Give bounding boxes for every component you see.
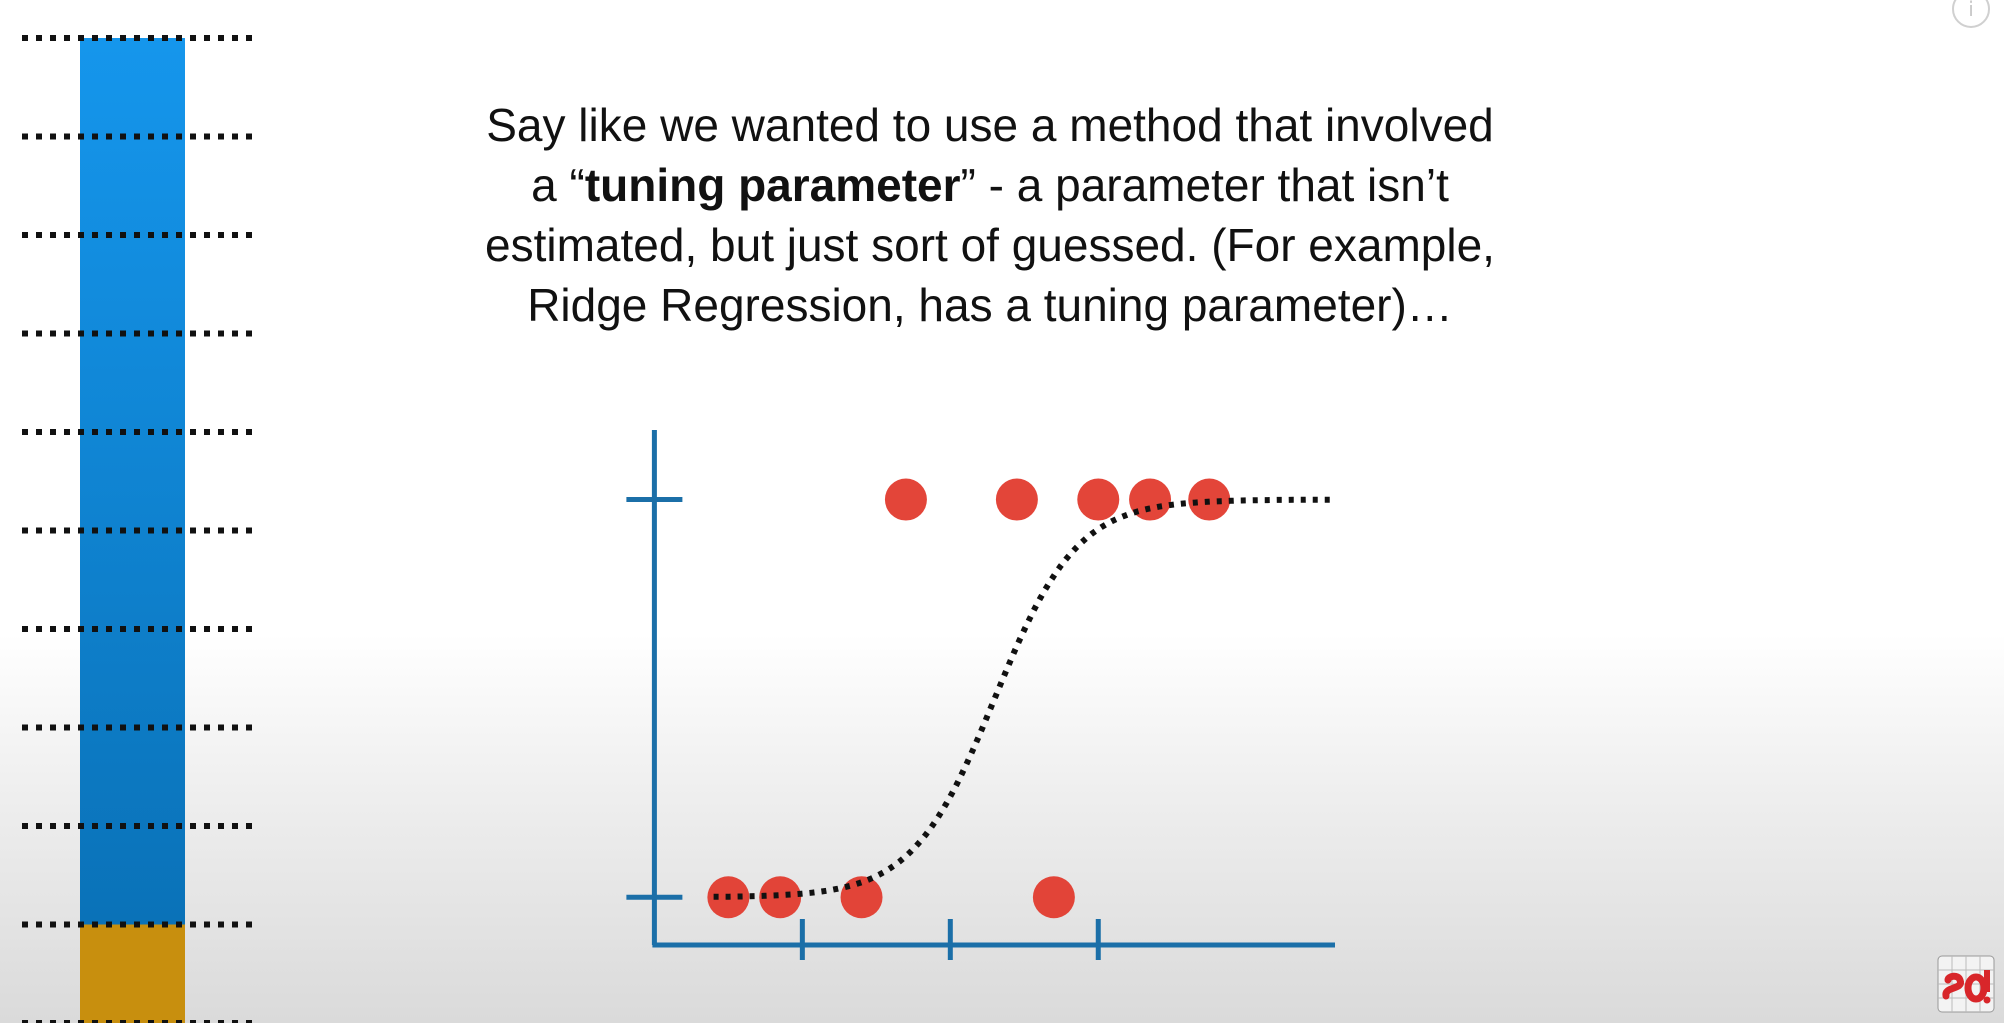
test-fold [80, 924, 185, 1023]
info-icon[interactable]: i [1952, 0, 1990, 28]
caption-line-2-end: ” - a parameter that isn’t [960, 159, 1449, 211]
caption-line-4: Ridge Regression, has a tuning parameter… [527, 279, 1453, 331]
logistic-curve [713, 496, 1336, 900]
logistic-regression-chart [626, 430, 1336, 960]
data-point [884, 478, 927, 521]
caption-line-1: Say like we wanted to use a method that … [486, 99, 1494, 151]
data-point [1032, 876, 1075, 919]
data-point [840, 876, 883, 919]
data-point [1077, 478, 1120, 521]
data-point [995, 478, 1038, 521]
tuning-parameter-term: tuning parameter [584, 159, 961, 211]
data-point [1129, 478, 1172, 521]
slide-caption: Say like we wanted to use a method that … [400, 95, 1580, 335]
training-folds [80, 38, 185, 925]
caption-line-3: estimated, but just sort of guessed. (Fo… [485, 219, 1495, 271]
caption-line-2-start: a “ [531, 159, 585, 211]
data-point [759, 876, 802, 919]
statquest-logo-icon [1937, 955, 1995, 1013]
caption-line-2: a “tuning parameter” - a parameter that … [400, 155, 1580, 215]
cross-validation-fold-bar [22, 35, 252, 1023]
